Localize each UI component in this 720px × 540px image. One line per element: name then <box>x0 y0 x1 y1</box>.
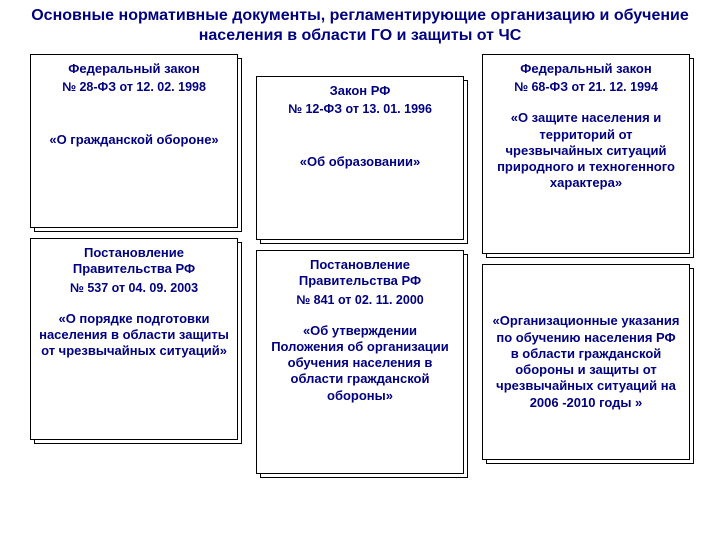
column-3: Федеральный закон № 68-ФЗ от 21. 12. 199… <box>482 54 690 484</box>
card-body: «О защите населения и территорий от чрез… <box>491 110 681 191</box>
card-front: Федеральный закон № 68-ФЗ от 21. 12. 199… <box>482 54 690 254</box>
columns-container: Федеральный закон № 28-ФЗ от 12. 02. 199… <box>0 50 720 484</box>
card-number: № 68-ФЗ от 21. 12. 1994 <box>491 80 681 94</box>
spacer <box>265 130 455 144</box>
card-body: «Об образовании» <box>265 154 455 170</box>
card-number: № 537 от 04. 09. 2003 <box>39 281 229 295</box>
card-body: «О гражданской обороне» <box>39 132 229 148</box>
spacer <box>491 94 681 100</box>
card-body: «Организационные указания по обучению на… <box>491 313 681 411</box>
spacer <box>265 307 455 313</box>
card-body: «О порядке подготовки населения в област… <box>39 311 229 360</box>
card-law-68fz: Федеральный закон № 68-ФЗ от 21. 12. 199… <box>482 54 690 254</box>
card-org-guidelines: «Организационные указания по обучению на… <box>482 264 690 460</box>
card-header: Федеральный закон <box>39 61 229 77</box>
card-law-28fz: Федеральный закон № 28-ФЗ от 12. 02. 199… <box>30 54 238 228</box>
card-header: Постановление Правительства РФ <box>39 245 229 278</box>
card-body: «Об утверждении Положения об организации… <box>265 323 455 404</box>
card-number: № 841 от 02. 11. 2000 <box>265 293 455 307</box>
card-front: Закон РФ № 12-ФЗ от 13. 01. 1996 «Об обр… <box>256 76 464 240</box>
card-number: № 28-ФЗ от 12. 02. 1998 <box>39 80 229 94</box>
card-front: Постановление Правительства РФ № 841 от … <box>256 250 464 474</box>
spacer <box>39 295 229 301</box>
card-front: Постановление Правительства РФ № 537 от … <box>30 238 238 440</box>
card-law-12fz: Закон РФ № 12-ФЗ от 13. 01. 1996 «Об обр… <box>256 76 464 240</box>
card-header: Федеральный закон <box>491 61 681 77</box>
spacer <box>39 108 229 122</box>
card-front: «Организационные указания по обучению на… <box>482 264 690 460</box>
card-header: Закон РФ <box>265 83 455 99</box>
card-decree-537: Постановление Правительства РФ № 537 от … <box>30 238 238 440</box>
card-decree-841: Постановление Правительства РФ № 841 от … <box>256 250 464 474</box>
spacer <box>265 116 455 130</box>
card-front: Федеральный закон № 28-ФЗ от 12. 02. 199… <box>30 54 238 228</box>
card-header: Постановление Правительства РФ <box>265 257 455 290</box>
page-title: Основные нормативные документы, регламен… <box>0 0 720 50</box>
column-2: Закон РФ № 12-ФЗ от 13. 01. 1996 «Об обр… <box>256 54 464 484</box>
card-number: № 12-ФЗ от 13. 01. 1996 <box>265 102 455 116</box>
column-1: Федеральный закон № 28-ФЗ от 12. 02. 199… <box>30 54 238 484</box>
spacer <box>39 94 229 108</box>
